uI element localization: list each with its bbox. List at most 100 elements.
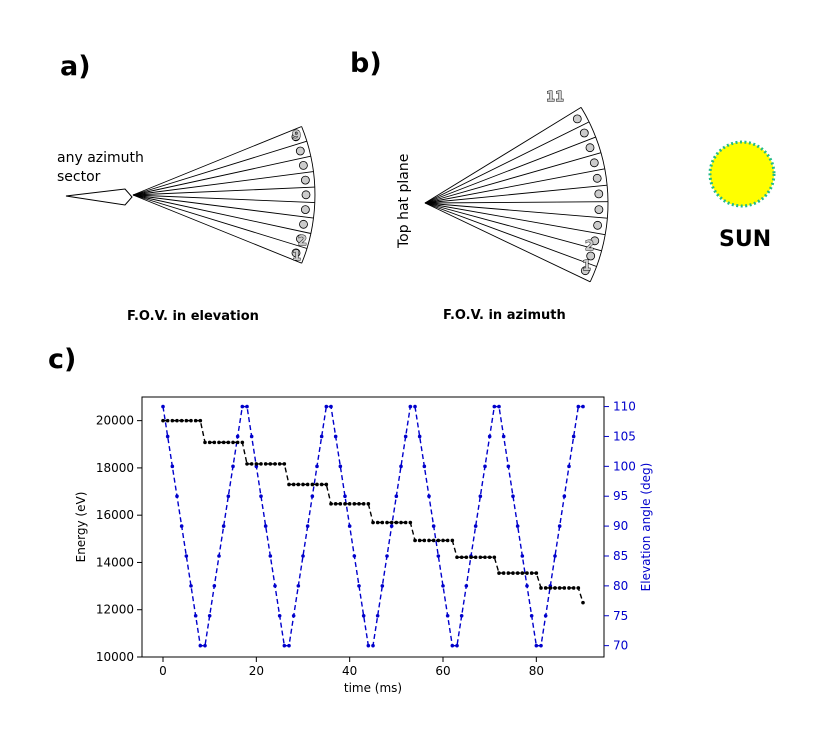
energy-point xyxy=(338,502,343,506)
fan-b-sector-line xyxy=(424,202,608,219)
energy-point xyxy=(548,586,553,590)
elevation-point xyxy=(576,404,581,409)
fan-a-sector-line xyxy=(132,186,315,196)
energy-point xyxy=(529,571,534,575)
energy-point xyxy=(282,462,287,466)
energy-point xyxy=(403,520,408,525)
fan-a-sector-arc xyxy=(306,141,312,157)
fan-a-sector-line xyxy=(132,194,315,204)
y-left-tick-label: 16000 xyxy=(96,508,134,522)
y-right-tick-label: 90 xyxy=(613,519,628,533)
energy-point xyxy=(347,502,352,506)
sun-icon xyxy=(708,140,776,208)
elevation-point xyxy=(296,584,301,588)
fan-b-sector-arc xyxy=(595,136,602,153)
y-right-tick-label: 80 xyxy=(613,579,628,593)
elevation-point xyxy=(189,584,193,588)
series-elevation xyxy=(161,404,585,648)
energy-point xyxy=(361,502,366,506)
elevation-point xyxy=(413,404,417,409)
elevation-point xyxy=(310,494,315,499)
energy-point xyxy=(207,440,212,445)
fan-b-detector-icon xyxy=(594,205,604,215)
elevation-point xyxy=(245,404,249,409)
elevation-point xyxy=(361,613,366,618)
energy-point xyxy=(581,600,585,605)
elevation-point xyxy=(557,524,562,528)
fan-a-sector-arc xyxy=(310,156,314,172)
energy-point xyxy=(301,482,305,487)
elevation-point xyxy=(403,434,408,439)
top-hat-plane-label: Top hat plane xyxy=(396,154,412,249)
elevation-point xyxy=(207,613,212,618)
panel-a-diagram: any azimuth sector 9 2 1 F.O.V. in eleva… xyxy=(57,126,316,324)
fan-a-sector-arc xyxy=(310,218,314,234)
elevation-point xyxy=(399,464,403,469)
fan-b-detector-icon xyxy=(579,128,589,138)
elevation-point xyxy=(263,524,268,528)
fan-b-detector-icon xyxy=(594,189,604,199)
energy-point xyxy=(259,462,263,466)
x-tick-label: 80 xyxy=(529,664,544,678)
caption-a: F.O.V. in elevation xyxy=(127,309,259,324)
energy-point xyxy=(184,418,189,423)
elevation-point xyxy=(249,434,254,439)
energy-point xyxy=(394,520,399,525)
panel-c-chart: 0 20 40 60 80 10000 12000 14000 16000 18000 20000 7… xyxy=(74,396,653,695)
fan-b-sector-line xyxy=(424,121,590,204)
fan-a-detector-icon xyxy=(295,234,305,244)
energy-point xyxy=(268,462,273,466)
fan-b-detector-icon xyxy=(593,220,602,230)
fan-a-sector-arc xyxy=(313,202,316,219)
y-right-tick-label: 110 xyxy=(613,400,636,414)
energy-point xyxy=(231,440,235,445)
energy-point xyxy=(333,502,338,506)
elevation-point xyxy=(473,524,478,528)
energy-point xyxy=(431,538,436,543)
energy-point xyxy=(193,418,198,423)
energy-point xyxy=(217,440,221,445)
fan-b-detector-icon xyxy=(585,143,595,153)
fan-a-sector-arc xyxy=(301,126,308,142)
detector-number-a-1: 1 xyxy=(292,249,301,264)
fan-b-sector-arc xyxy=(580,107,590,123)
panel-b-label: b) xyxy=(350,48,382,79)
elevation-point xyxy=(501,434,506,439)
energy-point xyxy=(343,502,347,506)
energy-point xyxy=(198,418,203,423)
energy-point xyxy=(291,482,296,487)
energy-point xyxy=(511,571,515,575)
elevation-point xyxy=(287,643,291,648)
energy-point xyxy=(506,571,511,575)
elevation-point xyxy=(581,404,585,409)
elevation-point xyxy=(436,554,441,558)
energy-point xyxy=(324,482,329,487)
elevation-point xyxy=(165,434,170,439)
elevation-point xyxy=(305,524,310,528)
y-axis-right-label: Elevation angle (deg) xyxy=(639,463,653,592)
elevation-point xyxy=(352,554,357,558)
fan-a-sector-line xyxy=(132,194,311,234)
energy-point xyxy=(501,571,506,575)
fan-a-sector-line xyxy=(132,194,308,249)
elevation-point xyxy=(506,464,511,469)
elevation-point xyxy=(203,643,207,648)
energy-point xyxy=(483,555,487,560)
energy-point xyxy=(478,555,483,560)
elevation-point xyxy=(315,464,319,469)
energy-point xyxy=(543,586,548,590)
energy-point xyxy=(203,440,207,445)
energy-point xyxy=(221,440,226,445)
fan-b-sector-line xyxy=(424,202,597,267)
elevation-point xyxy=(478,494,483,499)
fan-b-sector-line xyxy=(424,201,609,204)
detector-number-a-2: 2 xyxy=(298,234,307,249)
energy-point xyxy=(445,538,450,543)
fan-a-sector-line xyxy=(132,194,302,264)
elevation-point xyxy=(529,613,534,618)
elevation-point xyxy=(226,494,231,499)
elevation-point xyxy=(235,434,240,439)
energy-point xyxy=(562,586,567,590)
elevation-point xyxy=(357,584,361,588)
energy-point xyxy=(175,418,179,423)
